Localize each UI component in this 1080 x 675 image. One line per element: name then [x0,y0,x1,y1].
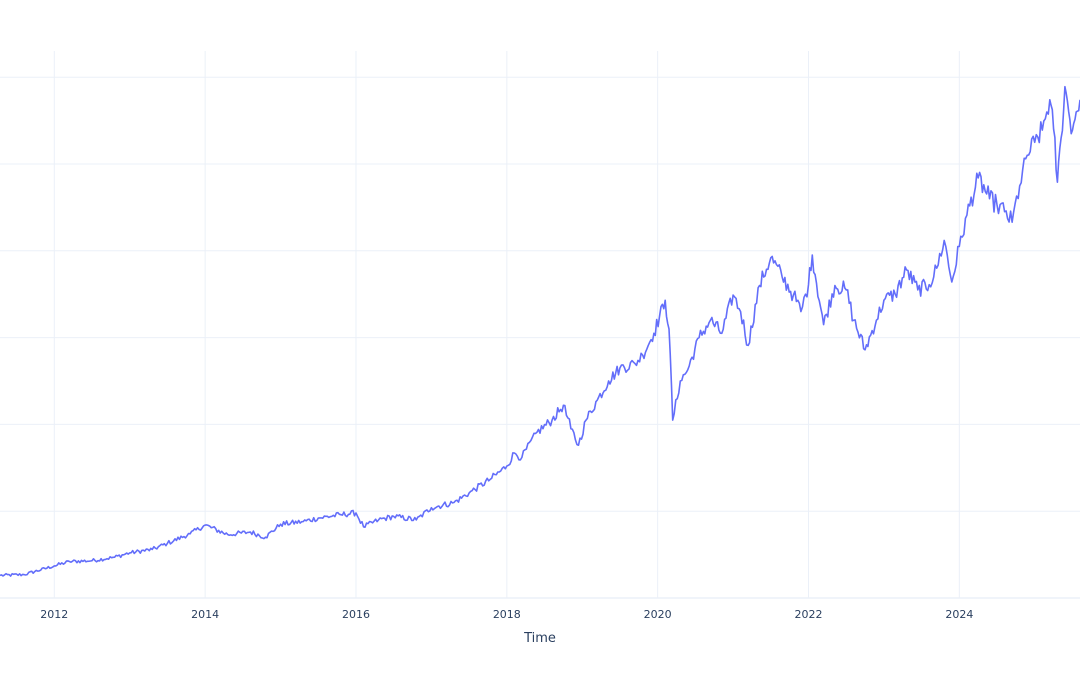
x-axis-title: Time [523,631,556,646]
plot-background [0,51,1080,598]
x-tick-label: 2014 [191,608,219,621]
x-axis-tick-labels: 2012 2014 2016 2018 2020 2022 2024 [40,608,973,621]
x-tick-label: 2016 [342,608,370,621]
x-tick-label: 2012 [40,608,68,621]
y-gridlines [0,76,1080,599]
series-line[interactable] [0,85,1080,577]
x-tick-label: 2018 [493,608,521,621]
x-tick-label: 2024 [945,608,973,621]
x-gridlines [53,51,960,598]
x-tick-label: 2022 [794,608,822,621]
data-series [0,85,1080,577]
x-tick-label: 2020 [644,608,672,621]
